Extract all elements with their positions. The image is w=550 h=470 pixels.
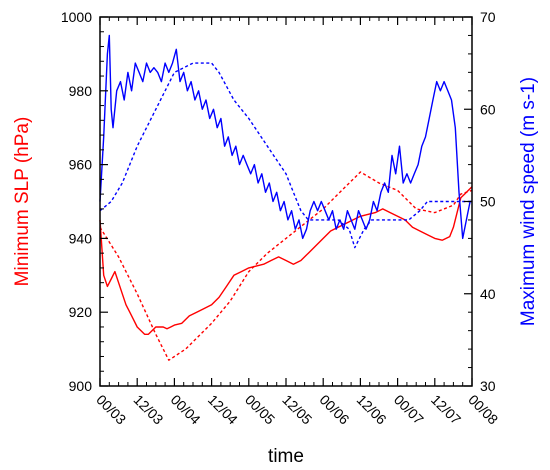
- series-layer: [99, 34, 473, 361]
- x-tick-label: 12/05: [279, 391, 315, 427]
- right-tick-label: 30: [480, 378, 496, 394]
- series-line-left-solid: [99, 186, 473, 335]
- x-tick-label: 12/03: [130, 391, 166, 427]
- series-line-right-dashed: [99, 62, 472, 249]
- right-tick-label: 70: [480, 9, 496, 25]
- series-line-left-dashed: [99, 171, 473, 361]
- right-tick-label: 60: [480, 101, 496, 117]
- left-tick-label: 940: [69, 230, 93, 246]
- x-tick-label: 12/07: [428, 391, 464, 427]
- left-tick-label: 1000: [61, 9, 92, 25]
- right-y-axis-title: Maximum wind speed (m s-1): [518, 77, 539, 326]
- x-tick-label: 00/07: [391, 391, 427, 427]
- x-tick-label: 00/08: [465, 391, 501, 427]
- x-tick-label: 00/06: [316, 391, 352, 427]
- x-tick-label: 00/04: [168, 391, 204, 427]
- x-tick-label: 12/06: [354, 391, 390, 427]
- series-line-right-solid: [99, 34, 472, 240]
- left-tick-label: 980: [69, 83, 93, 99]
- left-tick-label: 960: [69, 157, 93, 173]
- left-tick-label: 900: [69, 378, 93, 394]
- right-y-axis: 30 40 50 60 70: [464, 9, 496, 394]
- left-tick-label: 920: [69, 304, 93, 320]
- x-tick-label: 00/03: [93, 391, 129, 427]
- right-tick-label: 40: [480, 286, 496, 302]
- plot-frame: [99, 16, 473, 387]
- x-tick-label: 00/05: [242, 391, 278, 427]
- x-tick-label: 12/04: [205, 391, 241, 427]
- left-y-axis-title: Minimum SLP (hPa): [12, 117, 33, 287]
- left-y-axis: 900 920 940 960 980 1000: [61, 9, 108, 394]
- x-axis-title: time: [268, 446, 304, 467]
- right-tick-label: 50: [480, 194, 496, 210]
